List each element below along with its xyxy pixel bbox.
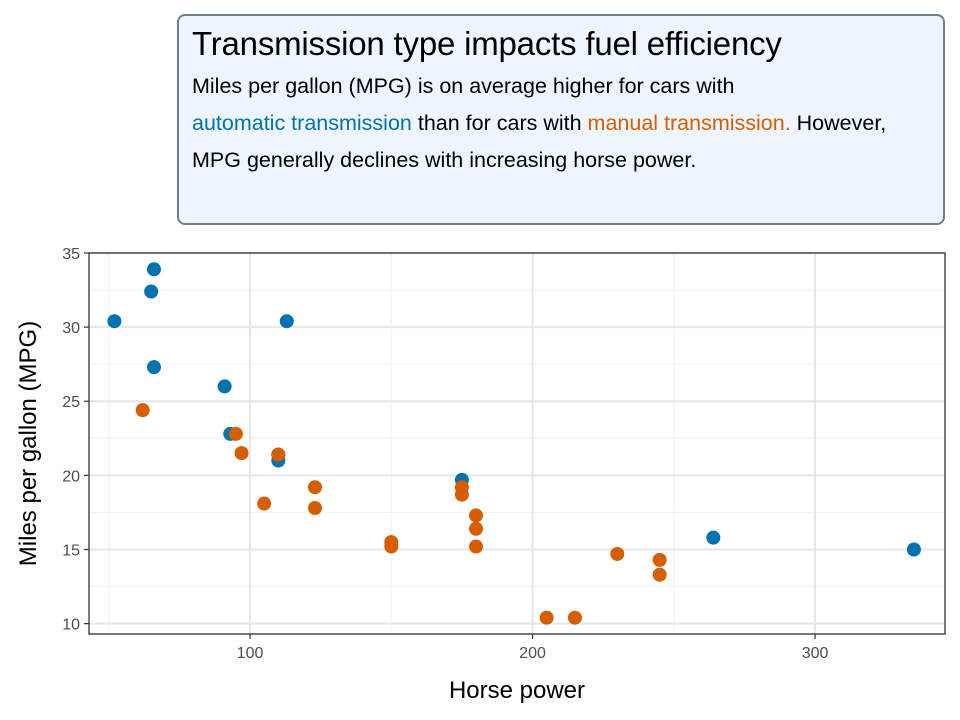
- manual-point: [469, 521, 484, 536]
- major-gridlines: [89, 252, 945, 634]
- manual-point: [135, 403, 150, 418]
- y-axis-title: Miles per gallon (MPG): [15, 321, 42, 566]
- manual-point: [610, 546, 625, 561]
- manual-point: [539, 610, 554, 625]
- annotation-box: Transmission type impacts fuel efficienc…: [177, 14, 945, 225]
- manual-point: [652, 552, 667, 567]
- description-text-1: Miles per gallon (MPG) is on average hig…: [192, 74, 735, 98]
- x-tick-label: 200: [519, 645, 546, 662]
- automatic-point: [146, 262, 161, 277]
- manual-point: [234, 446, 249, 461]
- y-tick-label: 20: [62, 468, 80, 485]
- automatic-point: [279, 314, 294, 329]
- manual-point: [308, 480, 323, 495]
- automatic-point: [107, 314, 122, 329]
- automatic-point: [146, 360, 161, 375]
- tick-labels: 100 200 300 10 15 20 25 30 35: [62, 246, 828, 662]
- manual-point: [308, 500, 323, 515]
- y-tick-label: 15: [62, 542, 80, 559]
- automatic-point: [144, 284, 159, 299]
- manual-point: [469, 508, 484, 523]
- axis-ticks: [84, 252, 816, 639]
- manual-transmission-label: manual transmission.: [587, 111, 791, 135]
- manual-point: [454, 487, 469, 502]
- chart-description: Miles per gallon (MPG) is on average hig…: [192, 68, 931, 179]
- automatic-point: [217, 379, 232, 394]
- x-tick-label: 100: [237, 645, 264, 662]
- manual-point: [652, 567, 667, 582]
- description-text-3: However, MPG generally declines with inc…: [192, 111, 887, 172]
- manual-point: [384, 539, 399, 554]
- manual-point: [469, 539, 484, 554]
- manual-point: [228, 426, 243, 441]
- y-tick-label: 35: [62, 246, 80, 263]
- plot-panel-border: [88, 252, 946, 635]
- chart-title: Transmission type impacts fuel efficienc…: [192, 25, 782, 62]
- x-axis-title: Horse power: [449, 677, 585, 704]
- x-tick-label: 300: [802, 645, 829, 662]
- automatic-point: [906, 542, 921, 557]
- data-points: [107, 262, 921, 625]
- minor-gridlines: [89, 253, 945, 634]
- y-tick-label: 25: [62, 394, 80, 411]
- automatic-point: [706, 530, 721, 545]
- description-text-2: than for cars with: [411, 111, 588, 135]
- y-tick-label: 10: [62, 617, 80, 634]
- y-tick-label: 30: [62, 320, 80, 337]
- manual-point: [257, 496, 272, 511]
- manual-point: [271, 447, 286, 462]
- manual-point: [567, 610, 582, 625]
- automatic-transmission-label: automatic transmission: [192, 111, 412, 135]
